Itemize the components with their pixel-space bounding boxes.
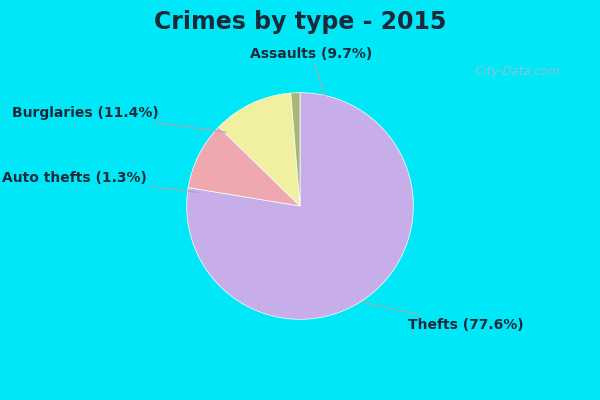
Wedge shape [291,93,300,206]
Text: Assaults (9.7%): Assaults (9.7%) [250,47,373,96]
Text: Thefts (77.6%): Thefts (77.6%) [362,302,523,332]
Wedge shape [219,93,300,206]
Text: Crimes by type - 2015: Crimes by type - 2015 [154,10,446,34]
Wedge shape [187,93,413,319]
Text: Auto thefts (1.3%): Auto thefts (1.3%) [2,171,198,192]
Text: Burglaries (11.4%): Burglaries (11.4%) [11,106,226,132]
Text: City-Data.com: City-Data.com [468,66,560,78]
Wedge shape [188,127,300,206]
